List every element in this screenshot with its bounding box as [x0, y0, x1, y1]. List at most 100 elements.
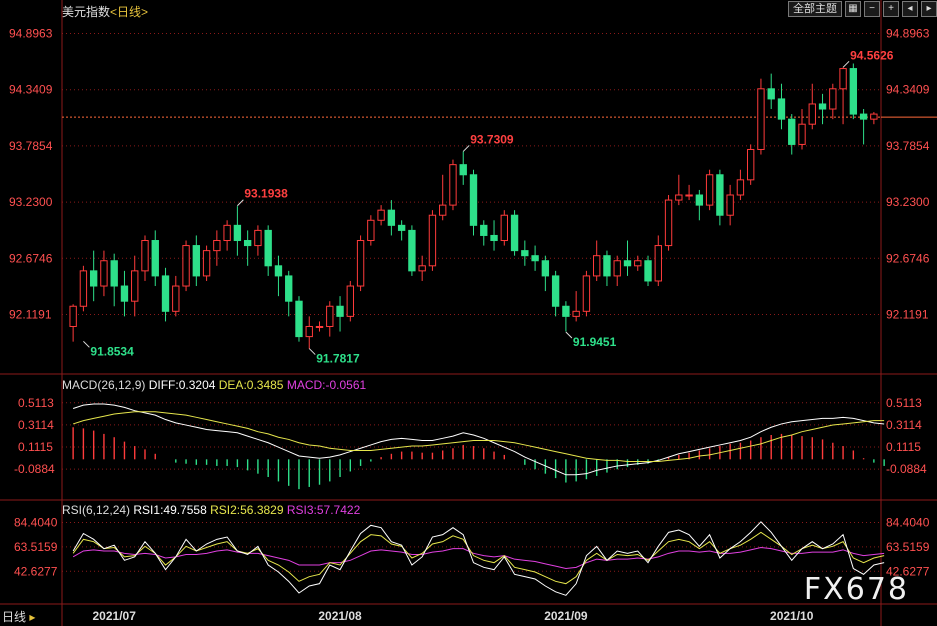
candle-down — [285, 275, 293, 302]
period-tag[interactable]: 日线 ▸ — [2, 608, 35, 625]
chevron-right-icon[interactable]: ▸ — [921, 1, 937, 17]
price-tick-left: 93.2300 — [9, 195, 53, 209]
rsi-name: RSI(6,12,24) — [62, 503, 131, 517]
candle-down — [264, 229, 272, 267]
price-tick-left: 93.7854 — [9, 139, 53, 153]
price-tick-right: 94.3409 — [886, 83, 930, 97]
high-annotation: 93.1938 — [244, 187, 288, 201]
candle-down — [233, 224, 242, 242]
period-label[interactable]: 日线 — [117, 5, 142, 19]
theme-button[interactable]: 全部主题 — [788, 1, 842, 17]
candle-down — [120, 285, 129, 302]
x-axis-label: 2021/10 — [770, 609, 814, 623]
watermark-logo: FX678 — [803, 572, 909, 607]
candle-up — [839, 68, 847, 90]
candle-down — [469, 174, 478, 226]
annotation-pointer — [462, 145, 470, 152]
chart-toolbar: 全部主题 ▦ − + ◂ ▸ — [788, 1, 937, 17]
candle-up — [172, 285, 180, 312]
candle-down — [788, 118, 796, 145]
chevron-left-icon[interactable]: ◂ — [902, 1, 918, 17]
candle-up — [223, 224, 231, 242]
candle-up — [572, 310, 580, 317]
annotation-pointer — [565, 331, 573, 339]
annotation-pointer — [842, 60, 850, 68]
rsi-tick-right: 63.5159 — [886, 540, 930, 554]
candle-down — [387, 209, 396, 226]
x-axis-label: 2021/08 — [318, 609, 362, 623]
candle-down — [644, 260, 652, 282]
candle-down — [336, 305, 344, 317]
macd-tick-left: 0.1115 — [18, 440, 53, 454]
instrument-name: 美元指数 — [62, 5, 111, 19]
price-tick-left: 92.6746 — [9, 251, 53, 265]
candle-up — [418, 265, 426, 272]
candle-down — [110, 260, 118, 287]
price-tick-right: 93.2300 — [886, 195, 930, 209]
period-tag-arrow: ▸ — [29, 610, 36, 624]
candle-up — [685, 194, 693, 197]
rsi-tick-left: 63.5159 — [14, 540, 58, 554]
candle-down — [521, 250, 529, 257]
candle-down — [274, 265, 283, 277]
grid-icon[interactable]: ▦ — [845, 1, 861, 17]
candle-down — [490, 234, 498, 242]
minus-icon[interactable]: − — [864, 1, 880, 17]
candle-up — [654, 245, 662, 282]
candle-down — [408, 229, 416, 272]
macd-tick-right: 0.3114 — [886, 418, 922, 432]
candle-up — [182, 245, 190, 287]
period-next[interactable]: > — [141, 5, 149, 19]
rsi1-value: RSI1:49.7558 — [133, 503, 207, 517]
candle-up — [100, 260, 108, 287]
candle-up — [449, 164, 457, 206]
candle-up — [326, 305, 334, 327]
candle-up — [757, 88, 765, 150]
candle-up — [582, 275, 591, 312]
annotation-pointer — [237, 199, 244, 207]
candle-up — [69, 305, 77, 327]
x-axis-label: 2021/09 — [544, 609, 588, 623]
candle-down — [397, 224, 406, 231]
candle-down — [551, 275, 560, 307]
candle-down — [777, 98, 786, 120]
low-annotation: 91.8534 — [90, 344, 134, 358]
candle-up — [613, 260, 621, 277]
candle-down — [716, 174, 724, 216]
macd-tick-right: 0.1115 — [886, 440, 921, 454]
candle-up — [346, 285, 354, 317]
candle-down — [480, 224, 488, 236]
candle-down — [623, 260, 632, 267]
macd-diff: DIFF:0.3204 — [148, 378, 216, 392]
candle-down — [295, 300, 303, 338]
candle-down — [767, 88, 775, 100]
candle-up — [726, 194, 734, 216]
candle-up — [634, 260, 642, 267]
candle-up — [202, 250, 211, 277]
candle-up — [356, 240, 365, 287]
candle-down — [849, 68, 858, 115]
macd-tick-left: -0.0884 — [14, 462, 55, 476]
price-tick-left: 94.8963 — [9, 27, 53, 41]
period-tag-label: 日线 — [2, 610, 27, 624]
macd-tick-left: 0.3114 — [18, 418, 54, 432]
annotation-pointer — [308, 348, 316, 355]
period-prev[interactable]: < — [110, 5, 118, 19]
rsi3-line — [72, 546, 885, 570]
candle-up — [305, 325, 313, 338]
candle-up — [736, 179, 745, 196]
candle-down — [161, 275, 170, 312]
plus-icon[interactable]: + — [883, 1, 899, 17]
instrument-title: 美元指数<日线> — [62, 3, 148, 20]
candle-up — [808, 103, 816, 125]
candle-up — [428, 214, 437, 267]
candle-down — [243, 240, 252, 247]
rsi3-value: RSI3:57.7422 — [286, 503, 361, 517]
candle-up — [829, 88, 837, 110]
candle-down — [562, 305, 570, 317]
macd-tick-right: -0.0884 — [886, 462, 927, 476]
macd-dea-line — [72, 411, 885, 463]
candle-down — [818, 103, 827, 110]
candle-down — [192, 245, 201, 277]
